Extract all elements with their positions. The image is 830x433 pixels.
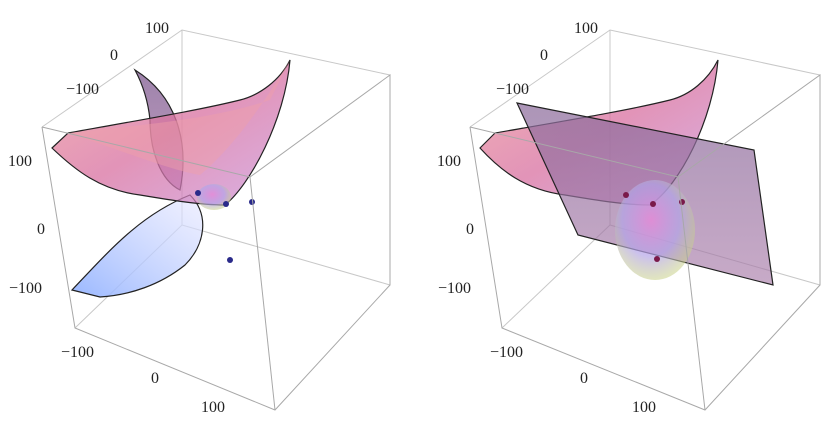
- point: [679, 199, 685, 205]
- tick-label: 100: [201, 399, 225, 416]
- axis-ticks-left: 100 0 −100: [437, 153, 474, 297]
- point: [623, 192, 629, 198]
- tick-label: 0: [151, 370, 159, 387]
- tick-label: −100: [496, 81, 529, 98]
- tick-label: −100: [9, 280, 42, 297]
- panel-right: 100 0 −100 100 0 −100 −100 0 100: [437, 20, 821, 416]
- point: [654, 256, 660, 262]
- point-set-right: [623, 192, 685, 262]
- tick-label: 100: [8, 153, 32, 170]
- ellipsoid: [615, 180, 695, 280]
- point: [223, 201, 229, 207]
- bounding-box-front: [41, 74, 391, 411]
- tick-label: 0: [110, 47, 118, 64]
- ellipsoid: [197, 184, 231, 210]
- axis-ticks-bottom: −100 0 100: [490, 344, 656, 416]
- axis-ticks-bottom: −100 0 100: [61, 344, 225, 416]
- bounding-box-front: [469, 74, 821, 411]
- tick-label: 0: [466, 221, 474, 238]
- axis-ticks-top: 100 0 −100: [496, 20, 598, 98]
- tick-label: 100: [574, 20, 598, 37]
- panel-left: 100 0 −100 100 0 −100 −100 0 100: [8, 20, 391, 416]
- point: [650, 201, 656, 207]
- axis-ticks-top: 100 0 −100: [66, 20, 169, 98]
- surface-pink-saddle: [51, 59, 291, 206]
- tick-label: 100: [145, 20, 169, 37]
- tick-label: 100: [632, 399, 656, 416]
- tick-label: 0: [580, 370, 588, 387]
- surface-blue: [70, 194, 204, 298]
- point: [227, 257, 233, 263]
- tick-label: −100: [61, 344, 94, 361]
- tick-label: 0: [540, 47, 548, 64]
- point: [249, 199, 255, 205]
- tick-label: 100: [437, 153, 461, 170]
- axis-ticks-left: 100 0 −100: [8, 153, 45, 297]
- point: [195, 190, 201, 196]
- tick-label: −100: [66, 81, 99, 98]
- tick-label: 0: [37, 221, 45, 238]
- tick-label: −100: [490, 344, 523, 361]
- point-set-left: [195, 190, 255, 263]
- tick-label: −100: [438, 280, 471, 297]
